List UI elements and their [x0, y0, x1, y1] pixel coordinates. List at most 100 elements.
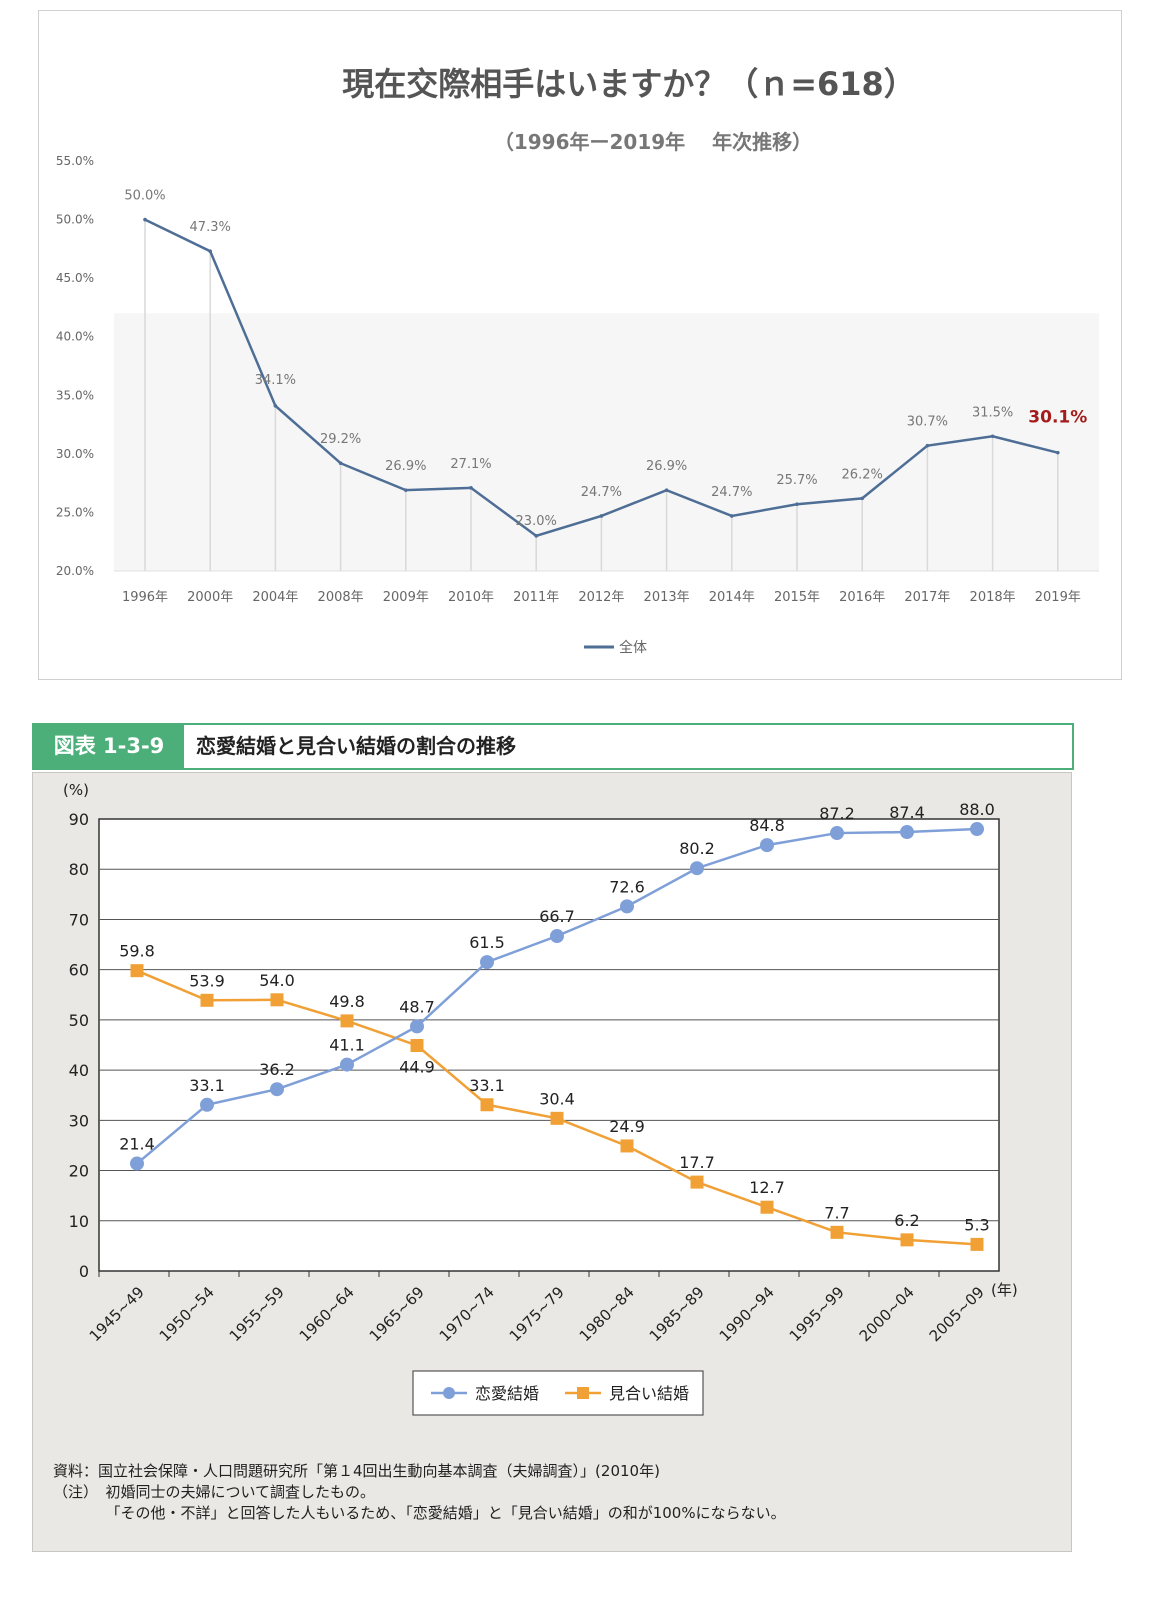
plot-background — [114, 313, 1099, 571]
data-label-love: 33.1 — [189, 1076, 225, 1095]
data-label-arranged: 53.9 — [189, 971, 225, 990]
data-point — [925, 443, 930, 448]
data-point — [338, 461, 343, 466]
marker-love — [900, 825, 914, 840]
y-tick-label: 0 — [79, 1262, 89, 1281]
marker-arranged — [200, 993, 214, 1007]
data-label-arranged: 7.7 — [824, 1203, 849, 1222]
chart-panel-dating: 現在交際相手はいますか？（ｎ=618） （1996年ー2019年 年次推移） 2… — [38, 10, 1122, 680]
data-label: 31.5% — [972, 405, 1013, 420]
x-tick-label: 1970~74 — [436, 1283, 498, 1345]
data-label-love: 87.2 — [819, 804, 855, 823]
x-tick-label: 2000~04 — [856, 1283, 918, 1345]
data-label-arranged: 12.7 — [749, 1178, 785, 1197]
marker-love — [550, 929, 564, 944]
y-tick-label: 20 — [69, 1162, 89, 1181]
marker-arranged — [270, 993, 284, 1007]
x-tick-label: 1960~64 — [296, 1283, 358, 1345]
y-axis-unit: (%) — [63, 781, 89, 799]
data-label: 26.2% — [842, 467, 883, 482]
x-tick-label: 1995~99 — [786, 1283, 848, 1345]
legend-label-love: 恋愛結婚 — [475, 1384, 539, 1403]
data-label: 27.1% — [450, 457, 491, 472]
data-label-love: 21.4 — [119, 1135, 155, 1154]
data-point — [990, 434, 995, 439]
marker-love — [760, 838, 774, 853]
x-tick-label: 1955~59 — [226, 1283, 288, 1345]
data-label-arranged: 6.2 — [894, 1211, 919, 1230]
y-tick-label: 80 — [69, 860, 89, 879]
marker-arranged — [900, 1233, 914, 1247]
marker-love — [480, 955, 494, 970]
y-tick-label: 40 — [69, 1061, 89, 1080]
data-label: 50.0% — [124, 189, 165, 204]
x-tick-label: 2015年 — [774, 590, 820, 605]
x-tick-label: 1945~49 — [86, 1283, 148, 1345]
marker-arranged — [130, 964, 144, 978]
figure-header: 図表 1-3-9 恋愛結婚と見合い結婚の割合の推移 — [32, 723, 1074, 770]
y-tick-label: 10 — [69, 1212, 89, 1231]
source-notes: 資料：国立社会保障・人口問題研究所「第１4回出生動向基本調査（夫婦調査）」(20… — [53, 1461, 786, 1524]
data-label-arranged: 49.8 — [329, 992, 365, 1011]
data-label: 30.7% — [907, 415, 948, 430]
x-tick-label: 1965~69 — [366, 1283, 428, 1345]
y-tick-label: 40.0% — [56, 330, 94, 344]
legend-label-arranged: 見合い結婚 — [609, 1384, 689, 1403]
data-label-love: 41.1 — [329, 1036, 365, 1055]
y-tick-label: 90 — [69, 810, 89, 829]
x-tick-label: 2008年 — [318, 590, 364, 605]
marker-love — [340, 1057, 354, 1072]
x-tick-label: 2017年 — [904, 590, 950, 605]
marker-arranged — [690, 1175, 704, 1189]
marker-arranged — [970, 1237, 984, 1251]
x-tick-label: 2011年 — [513, 590, 559, 605]
data-label-arranged: 33.1 — [469, 1076, 505, 1095]
data-label-love: 84.8 — [749, 816, 785, 835]
data-label-love: 88.0 — [959, 800, 995, 819]
data-label: 24.7% — [581, 485, 622, 500]
y-tick-label: 20.0% — [56, 564, 94, 578]
data-label: 30.1% — [1028, 408, 1087, 428]
x-tick-label: 2012年 — [578, 590, 624, 605]
data-point — [795, 502, 799, 507]
marker-arranged — [620, 1139, 634, 1153]
chart-panel-marriage: (%) 0 10 20 30 40 50 60 70 80 90 1945~49 1950~54 195… — [32, 772, 1072, 1552]
data-point — [534, 534, 538, 538]
x-tick-label: 2004年 — [252, 590, 298, 605]
data-label-arranged: 24.9 — [609, 1117, 645, 1136]
data-point — [143, 217, 147, 222]
figure-title: 恋愛結婚と見合い結婚の割合の推移 — [196, 734, 516, 758]
x-tick-label: 1985~89 — [646, 1283, 708, 1345]
data-label-arranged: 44.9 — [399, 1058, 435, 1077]
data-point — [599, 514, 604, 518]
data-label-love: 87.4 — [889, 803, 925, 822]
data-label-arranged: 54.0 — [259, 971, 295, 990]
line-chart-marriage: (%) 0 10 20 30 40 50 60 70 80 90 1945~49 1950~54 195… — [63, 781, 1018, 1416]
y-tick-label: 35.0% — [56, 388, 94, 402]
data-label-love: 80.2 — [679, 839, 715, 858]
x-tick-label: 1975~79 — [506, 1283, 568, 1345]
x-tick-label: 1996年 — [122, 590, 168, 605]
data-label: 34.1% — [255, 373, 296, 388]
marker-love — [130, 1156, 144, 1171]
data-label: 26.9% — [385, 459, 426, 474]
marker-love — [830, 826, 844, 841]
data-label: 23.0% — [516, 514, 557, 529]
data-point — [860, 496, 864, 501]
marker-arranged — [760, 1200, 774, 1214]
y-tick-label: 25.0% — [56, 505, 94, 519]
x-tick-label: 2010年 — [448, 590, 494, 605]
x-axis-unit: (年) — [991, 1281, 1018, 1299]
marker-arranged — [480, 1098, 494, 1112]
x-tick-label: 2009年 — [383, 590, 429, 605]
chart-title: 現在交際相手はいますか？（ｎ=618） — [342, 65, 916, 103]
x-tick-label: 1980~84 — [576, 1283, 638, 1345]
data-label: 25.7% — [776, 473, 817, 488]
y-tick-label: 50 — [69, 1011, 89, 1030]
data-point — [730, 514, 734, 518]
y-tick-label: 60 — [69, 961, 89, 980]
data-label-arranged: 17.7 — [679, 1153, 715, 1172]
y-tick-label: 30 — [69, 1111, 89, 1130]
plot-area — [98, 818, 1000, 1272]
data-label: 24.7% — [711, 485, 752, 500]
